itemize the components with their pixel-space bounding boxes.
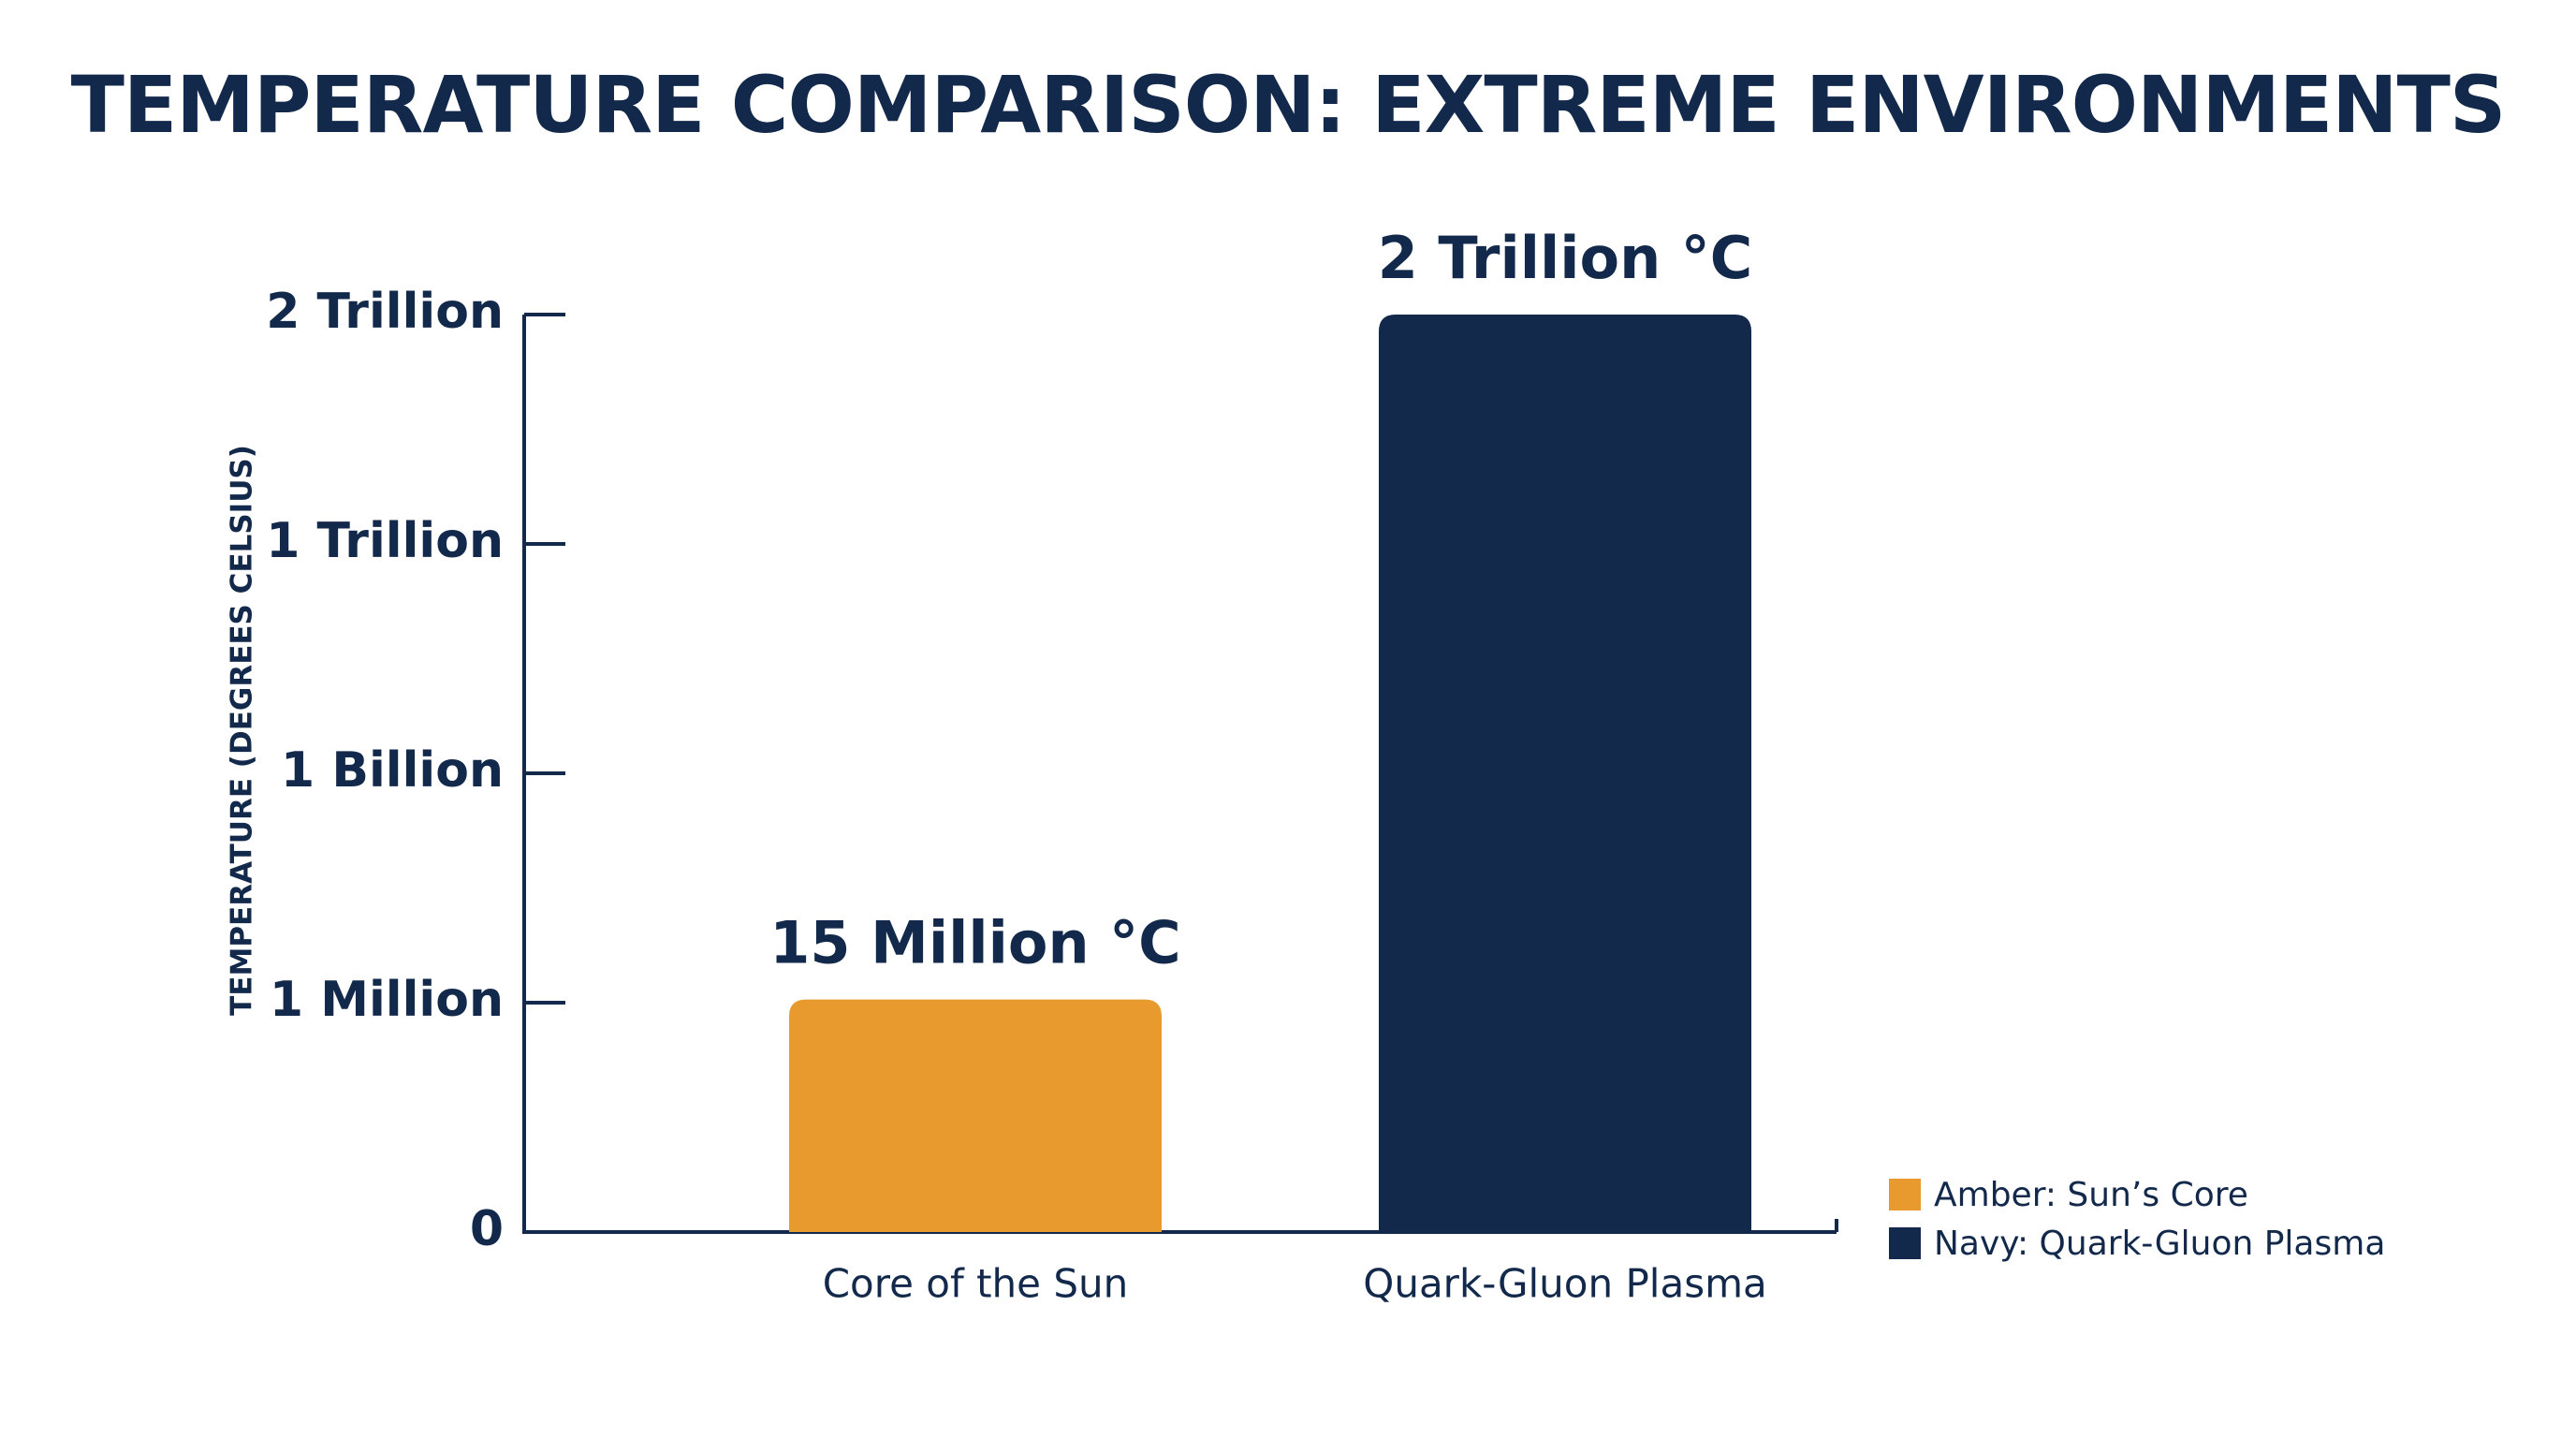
y-axis: 0 1 Million 1 Billion 1 Trillion 2 Trillion T… [226,284,565,1257]
data-labels: 15 Million °C 2 Trillion °C [769,224,1752,977]
y-tick-label: 1 Trillion [266,513,504,569]
legend-swatch-amber [1889,1179,1921,1211]
legend-swatch-navy [1889,1227,1921,1259]
bar-quark-gluon-plasma [1379,315,1751,1232]
chart-title: TEMPERATURE COMPARISON: EXTREME ENVIRONM… [70,59,2507,151]
x-category-label: Core of the Sun [823,1261,1129,1307]
y-axis-title: TEMPERATURE (DEGREES CELSIUS) [226,445,259,1016]
legend-item-sun-core: Amber: Sun’s Core [1889,1170,2385,1219]
legend-item-quark-gluon-plasma: Navy: Quark-Gluon Plasma [1889,1219,2385,1268]
legend: Amber: Sun’s Core Navy: Quark-Gluon Plas… [1889,1170,2385,1268]
x-axis: Core of the Sun Quark-Gluon Plasma [522,1219,1838,1307]
bar-core-of-the-sun [789,999,1162,1232]
y-tick-label: 0 [470,1201,504,1257]
y-tick-label: 2 Trillion [266,284,504,340]
bars [789,315,1751,1232]
y-tick-label: 1 Billion [281,742,504,799]
legend-label: Navy: Quark-Gluon Plasma [1934,1224,2386,1263]
x-category-label: Quark-Gluon Plasma [1363,1261,1766,1307]
data-label: 2 Trillion °C [1378,224,1753,292]
data-label: 15 Million °C [769,909,1180,977]
legend-label: Amber: Sun’s Core [1934,1175,2248,1214]
y-tick-label: 1 Million [270,972,504,1028]
